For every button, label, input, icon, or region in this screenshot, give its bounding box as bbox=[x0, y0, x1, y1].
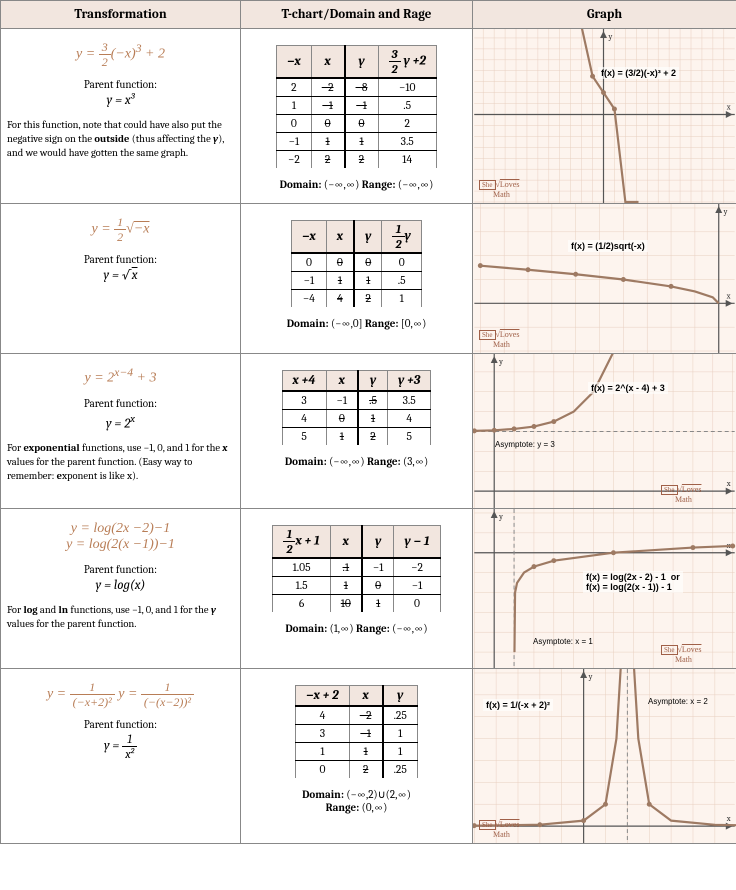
equation: y = 2x−4 + 3 bbox=[7, 366, 234, 387]
parent-equation: y = 1x² bbox=[7, 733, 234, 760]
t-chart: −xxy32 y +22−2−8−101−1−1.50002−1113.5−22… bbox=[276, 45, 437, 168]
graph-svg: xy bbox=[473, 669, 736, 843]
parent-label: Parent function: bbox=[7, 78, 234, 91]
t-chart: x +4xyy +33−1.53.540145125 bbox=[282, 370, 432, 445]
svg-text:x: x bbox=[726, 103, 731, 112]
note-text: For log and ln functions, use −1, 0, and… bbox=[7, 603, 234, 631]
parent-label: Parent function: bbox=[7, 563, 234, 576]
header-tchart: T-chart/Domain and Rage bbox=[241, 1, 473, 29]
header-transformation: Transformation bbox=[1, 1, 241, 29]
parent-equation: y = log(x) bbox=[7, 578, 234, 593]
domain-range: Domain: (−∞,2)∪(2,∞)Range: (0,∞) bbox=[249, 788, 464, 814]
domain-range: Domain: (−∞,0] Range: [0,∞) bbox=[249, 317, 464, 330]
content-row: y = 1(−x+2)² y = 1(−(x−2))² Parent funct… bbox=[1, 669, 736, 844]
graph-svg: xy bbox=[473, 29, 736, 203]
domain-range: Domain: (−∞,∞) Range: (−∞,∞) bbox=[249, 178, 464, 191]
content-row: y = log(2x −2)−1y = log(2(x −1))−1 Paren… bbox=[1, 509, 736, 669]
transformation-table: Transformation T-chart/Domain and Rage G… bbox=[0, 0, 736, 844]
content-row: y = 12√−x Parent function: y = √x −xxy12y… bbox=[1, 204, 736, 354]
domain-range: Domain: (1,∞) Range: (−∞,∞) bbox=[249, 622, 464, 635]
t-chart: 12x + 1xyy − 11.05.1−1−21.510−161010 bbox=[272, 525, 440, 612]
content-row: y = 32(−x)3 + 2 Parent function: y = x³ F… bbox=[1, 29, 736, 204]
svg-text:x: x bbox=[726, 479, 731, 488]
parent-label: Parent function: bbox=[7, 397, 234, 410]
equation: y = 12√−x bbox=[7, 216, 234, 243]
svg-text:y: y bbox=[498, 357, 503, 366]
svg-text:y: y bbox=[607, 32, 612, 41]
t-chart: −xxy12y0000−111.5−4421 bbox=[291, 220, 422, 307]
parent-label: Parent function: bbox=[7, 718, 234, 731]
parent-equation: y = 2x bbox=[7, 412, 234, 431]
equation: y = 32(−x)3 + 2 bbox=[7, 41, 234, 68]
content-row: y = 2x−4 + 3 Parent function: y = 2x For … bbox=[1, 354, 736, 509]
equation: y = log(2x −2)−1y = log(2(x −1))−1 bbox=[7, 521, 234, 553]
svg-text:x: x bbox=[726, 291, 731, 300]
svg-text:y: y bbox=[723, 207, 728, 216]
svg-text:y: y bbox=[588, 672, 593, 681]
parent-equation: y = x³ bbox=[7, 93, 234, 108]
note-text: For exponential functions, use −1, 0, an… bbox=[7, 441, 234, 484]
t-chart: −x + 2xy4−2.253−1111102.25 bbox=[295, 685, 418, 778]
domain-range: Domain: (−∞,∞) Range: (3,∞) bbox=[249, 455, 464, 468]
svg-text:x: x bbox=[726, 814, 731, 823]
note-text: For this function, note that could have … bbox=[7, 118, 234, 161]
equation: y = 1(−x+2)² y = 1(−(x−2))² bbox=[7, 681, 234, 708]
parent-label: Parent function: bbox=[7, 253, 234, 266]
parent-equation: y = √x bbox=[7, 268, 234, 283]
header-row: Transformation T-chart/Domain and Rage G… bbox=[1, 1, 736, 29]
svg-text:y: y bbox=[498, 512, 503, 521]
header-graph: Graph bbox=[473, 1, 736, 29]
